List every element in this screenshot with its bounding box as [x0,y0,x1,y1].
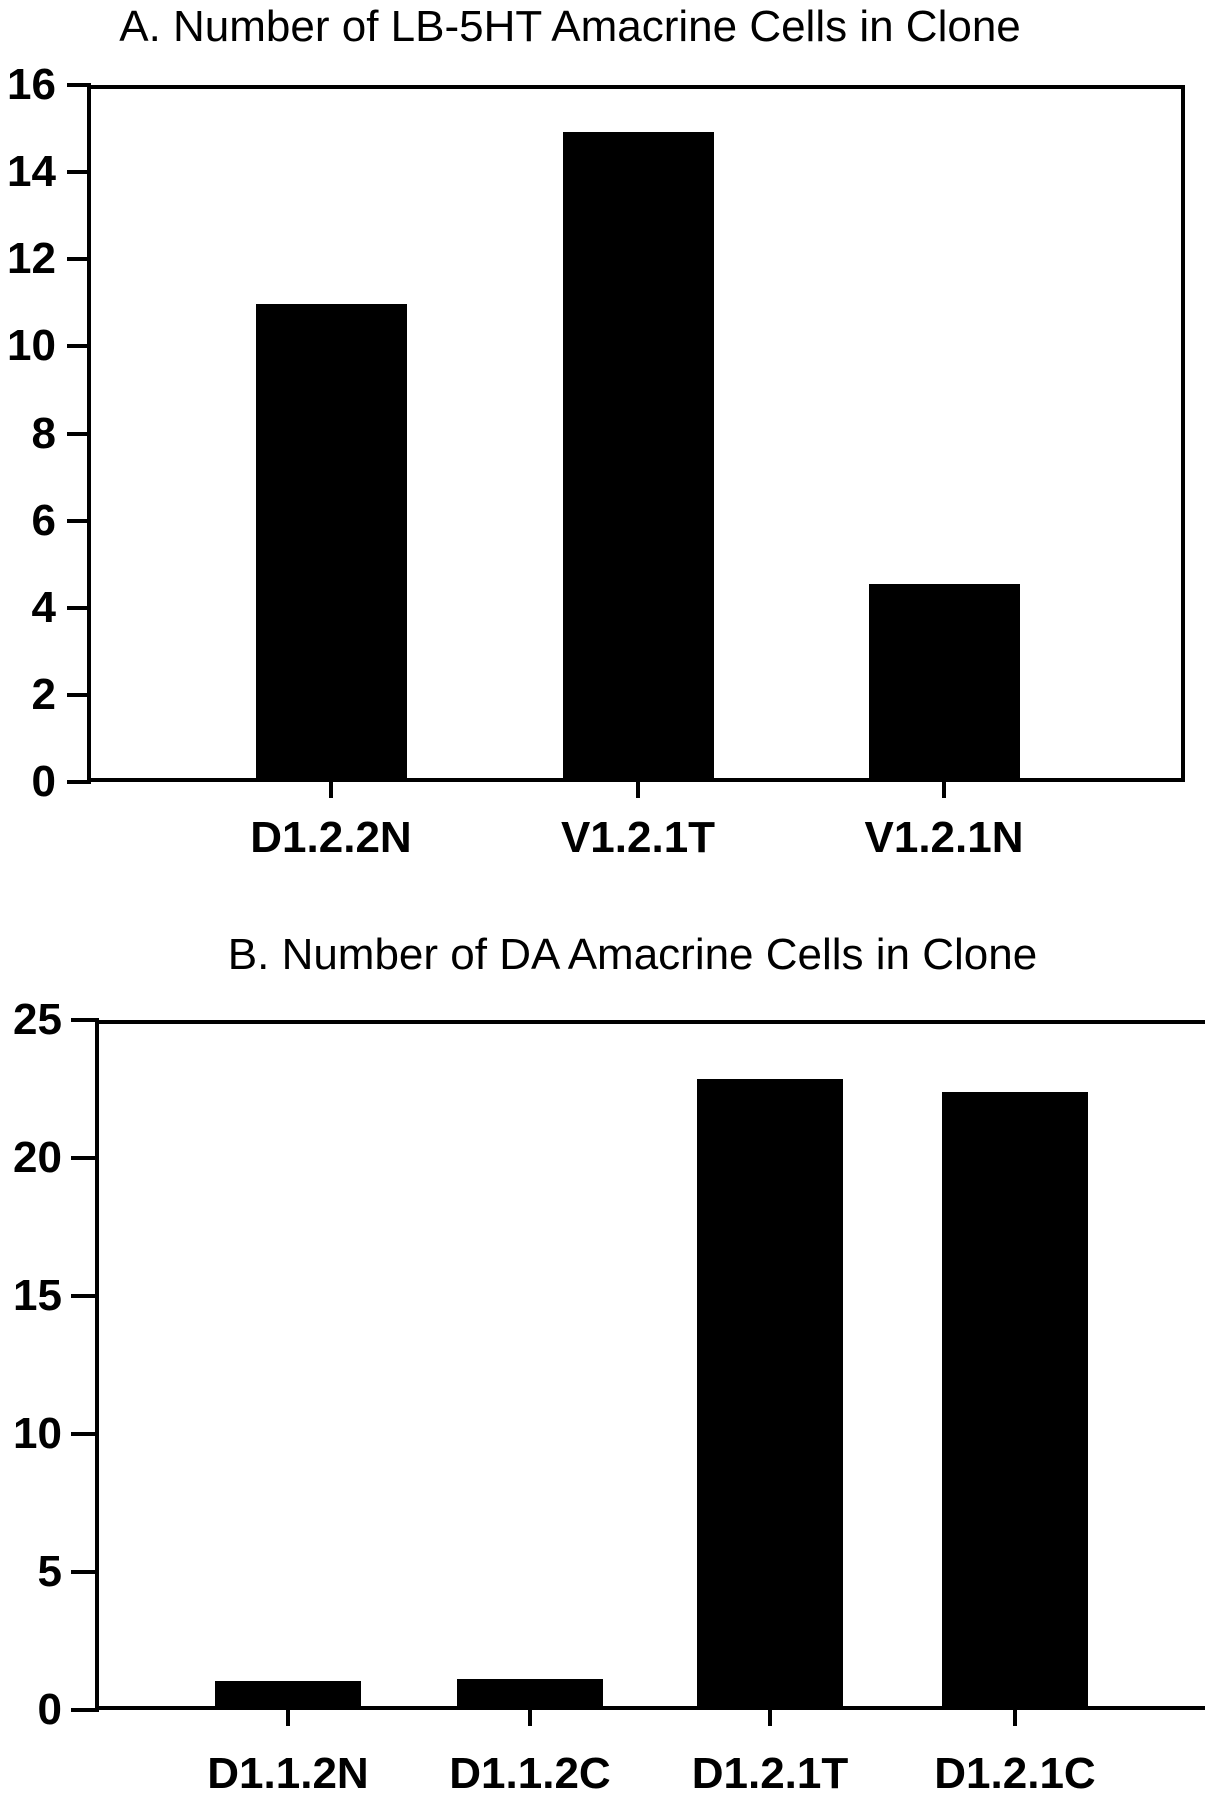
bar [563,132,714,778]
y-axis-tick [67,344,91,348]
y-axis-tick-label: 5 [37,1547,62,1596]
x-axis-tick [286,1710,290,1726]
x-axis-tick-label: D1.2.1C [934,1749,1096,1798]
y-axis-tick-label: 2 [31,670,56,719]
y-axis-tick-label: 0 [37,1685,62,1734]
x-axis-tick-label: V1.2.1N [864,813,1024,862]
x-axis-tick [768,1710,772,1726]
x-axis-tick [329,782,333,798]
x-axis-tick-label: D1.2.2N [250,813,412,862]
y-axis-tick [67,257,91,261]
y-axis-tick [71,1156,99,1160]
y-axis-tick [67,780,91,784]
y-axis-tick [67,606,91,610]
y-axis-tick [67,83,91,87]
x-axis-tick-label: D1.1.2C [449,1749,611,1798]
bar [942,1092,1088,1706]
y-axis-tick [67,432,91,436]
y-axis-tick [71,1294,99,1298]
x-axis-tick-label: D1.1.2N [207,1749,369,1798]
y-axis-tick-label: 12 [7,234,56,283]
y-axis-tick [67,693,91,697]
y-axis-tick-label: 4 [31,583,56,632]
x-axis-tick [942,782,946,798]
bar [256,304,407,778]
y-axis-tick-label: 25 [13,995,62,1044]
panel-a-title: A. Number of LB-5HT Amacrine Cells in Cl… [119,2,1021,51]
bar [215,1681,361,1706]
x-axis-tick-label: D1.2.1T [691,1749,849,1798]
y-axis-tick [71,1570,99,1574]
y-axis-tick-label: 14 [7,147,56,196]
y-axis-tick-label: 20 [13,1133,62,1182]
y-axis-tick [71,1018,99,1022]
y-axis-tick-label: 6 [31,496,56,545]
y-axis-tick [67,170,91,174]
y-axis-tick-label: 8 [31,409,56,458]
x-axis-tick [636,782,640,798]
y-axis-tick-label: 10 [13,1409,62,1458]
y-axis-tick [71,1432,99,1436]
x-axis-tick-label: V1.2.1T [560,813,716,862]
x-axis-tick [528,1710,532,1726]
y-axis-tick-label: 16 [7,60,56,109]
x-axis-tick [1013,1710,1017,1726]
y-axis-tick-label: 0 [31,757,56,806]
y-axis-tick [71,1708,99,1712]
bar [869,584,1020,778]
bar [457,1679,603,1706]
bar [697,1079,843,1706]
panel-b-title: B. Number of DA Amacrine Cells in Clone [227,930,1038,979]
y-axis-tick [67,519,91,523]
panel-b-plot-area [95,1020,1205,1710]
y-axis-tick-label: 15 [13,1271,62,1320]
y-axis-tick-label: 10 [7,321,56,370]
